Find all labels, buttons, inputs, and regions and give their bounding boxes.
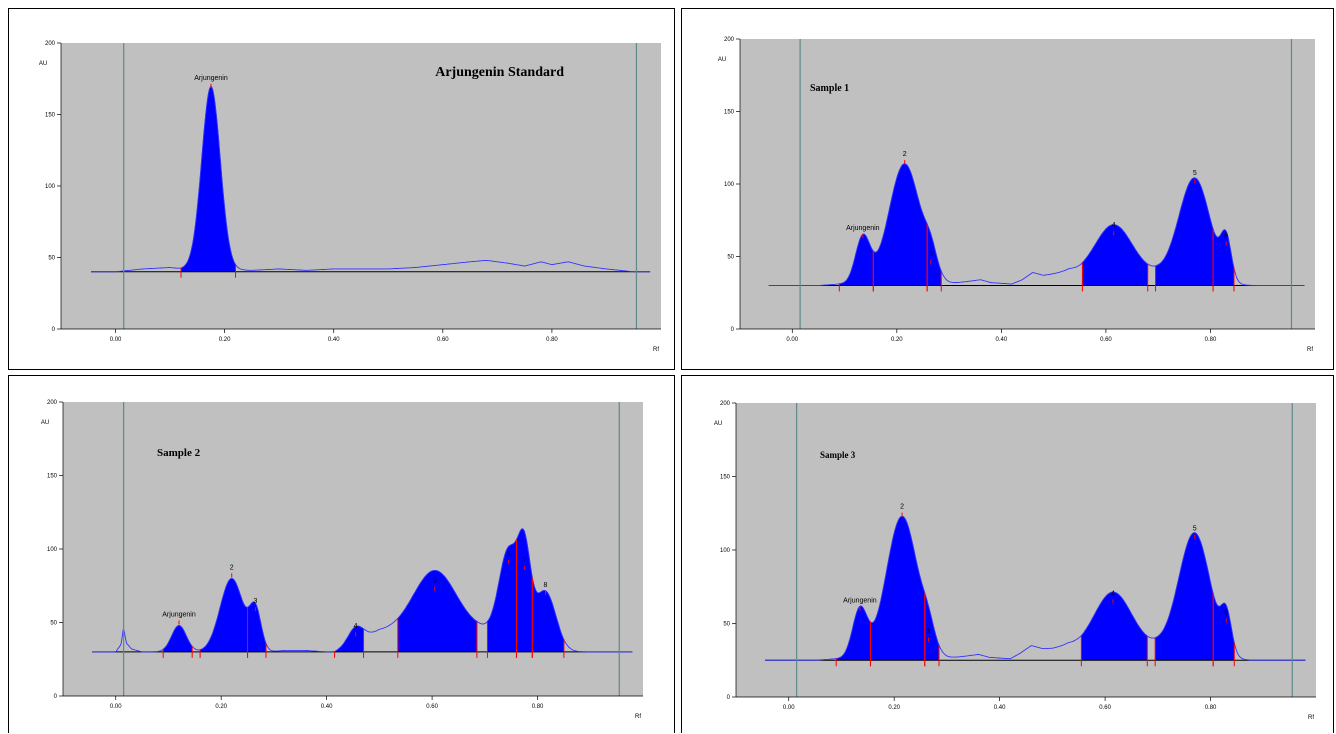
x-tick-label-2: 0.40 bbox=[994, 705, 1006, 711]
peak-label-4: 4 bbox=[1111, 590, 1115, 597]
y-tick-label-3: 150 bbox=[720, 475, 731, 481]
chromatogram-sample-2: Arjungenin 2 3 4 5 6 7 8 0 50 100 150 200 AU 0.00 0.20 0… bbox=[41, 400, 643, 720]
y-tick-label-3: 150 bbox=[724, 110, 735, 116]
chart-title: Arjungenin Standard bbox=[435, 65, 564, 80]
x-tick-label-0: 0.00 bbox=[786, 337, 798, 343]
x-tick-label-2: 0.40 bbox=[328, 337, 340, 343]
y-tick-label-2: 100 bbox=[724, 182, 735, 188]
y-tick-label-4: 200 bbox=[45, 41, 56, 47]
y-tick-label-0: 0 bbox=[52, 327, 56, 333]
chromatogram-sample-1: Arjungenin 2 3 4 5 6 0 50 100 150 200 AU 0.00 0.20 0.4… bbox=[718, 37, 1315, 353]
chromatogram-sample-3: Arjungenin 2 3 4 5 6 0 50 100 150 200 AU 0.00 0.20 0.4… bbox=[714, 401, 1316, 721]
x-tick-label-4: 0.80 bbox=[1205, 705, 1217, 711]
x-tick-label-3: 0.60 bbox=[1099, 705, 1111, 711]
signal-trace bbox=[91, 86, 651, 273]
y-tick-label-1: 50 bbox=[50, 621, 57, 627]
peak-label-5: 5 bbox=[433, 578, 437, 585]
peak-label-1: Arjungenin bbox=[843, 598, 877, 605]
peak-label-1: Arjungenin bbox=[194, 75, 228, 82]
y-tick-label-4: 200 bbox=[724, 37, 735, 43]
y-tick-label-1: 50 bbox=[723, 622, 730, 628]
y-tick-label-2: 100 bbox=[45, 184, 56, 190]
peak-label-7: 7 bbox=[522, 557, 526, 564]
peak-label-5: 5 bbox=[1193, 526, 1197, 533]
peak-label-3: 3 bbox=[927, 629, 931, 636]
x-tick-label-0: 0.00 bbox=[110, 704, 122, 710]
peak-label-4: 4 bbox=[1112, 222, 1116, 229]
y-axis-label: AU bbox=[718, 57, 726, 63]
chart-title: Sample 2 bbox=[157, 447, 201, 459]
chart-title: Sample 3 bbox=[820, 450, 856, 460]
y-axis-label: AU bbox=[39, 61, 47, 67]
peak-label-1: Arjungenin bbox=[846, 225, 880, 232]
x-tick-label-2: 0.40 bbox=[996, 337, 1008, 343]
chart-panel-standard: Arjungenin 0 50 100 150 200 AU 0.00 0.20 0.40 0.60… bbox=[8, 8, 675, 370]
x-axis-label: Rf bbox=[653, 347, 659, 353]
y-tick-label-4: 200 bbox=[720, 401, 731, 407]
x-tick-label-1: 0.20 bbox=[891, 337, 903, 343]
x-tick-label-3: 0.60 bbox=[437, 337, 449, 343]
peak-label-3: 3 bbox=[254, 598, 258, 605]
chart-panel-sample-3: Arjungenin 2 3 4 5 6 0 50 100 150 200 AU 0.00 0.20 0.4… bbox=[681, 375, 1334, 733]
peak-label-2: 2 bbox=[900, 504, 904, 511]
plot-area bbox=[61, 43, 661, 329]
y-tick-label-1: 50 bbox=[48, 256, 55, 262]
x-tick-label-1: 0.20 bbox=[215, 704, 227, 710]
x-tick-label-3: 0.60 bbox=[426, 704, 438, 710]
peak-label-2: 2 bbox=[903, 151, 907, 158]
peak-label-1: Arjungenin bbox=[162, 611, 196, 618]
signal-trace bbox=[765, 515, 1306, 661]
y-tick-label-0: 0 bbox=[731, 327, 735, 333]
peak-label-4: 4 bbox=[354, 623, 358, 630]
x-tick-label-4: 0.80 bbox=[1205, 337, 1217, 343]
y-tick-label-0: 0 bbox=[54, 694, 58, 700]
y-tick-label-3: 150 bbox=[45, 113, 56, 119]
peak-label-6: 6 bbox=[1224, 232, 1228, 239]
peak-label-8: 8 bbox=[544, 582, 548, 589]
chart-panel-sample-2: Arjungenin 2 3 4 5 6 7 8 0 50 100 150 200 AU 0.00 0.20 0… bbox=[8, 375, 675, 733]
chromatogram-standard: Arjungenin 0 50 100 150 200 AU 0.00 0.20 0.40 0.60… bbox=[39, 41, 661, 353]
y-axis-label: AU bbox=[714, 421, 722, 427]
y-tick-label-1: 50 bbox=[727, 255, 734, 261]
y-tick-label-0: 0 bbox=[727, 695, 731, 701]
x-tick-label-0: 0.00 bbox=[110, 337, 122, 343]
chart-title: Sample 1 bbox=[810, 83, 849, 94]
peak-label-2: 2 bbox=[230, 564, 234, 571]
x-tick-label-4: 0.80 bbox=[532, 704, 544, 710]
x-tick-label-1: 0.20 bbox=[219, 337, 231, 343]
x-axis-label: Rf bbox=[1307, 347, 1313, 353]
x-tick-label-2: 0.40 bbox=[321, 704, 333, 710]
peak-label-6: 6 bbox=[1224, 610, 1228, 617]
peak-label-3: 3 bbox=[929, 251, 933, 258]
x-axis-label: Rf bbox=[1308, 715, 1314, 721]
y-tick-label-2: 100 bbox=[47, 547, 58, 553]
y-tick-label-4: 200 bbox=[47, 400, 58, 406]
signal-trace bbox=[92, 528, 633, 653]
peak-label-5: 5 bbox=[1193, 170, 1197, 177]
x-tick-label-1: 0.20 bbox=[888, 705, 900, 711]
x-tick-label-0: 0.00 bbox=[783, 705, 795, 711]
x-tick-label-4: 0.80 bbox=[546, 337, 558, 343]
peak-label-6: 6 bbox=[507, 551, 511, 558]
signal-trace bbox=[768, 163, 1305, 286]
x-tick-label-3: 0.60 bbox=[1100, 337, 1112, 343]
y-axis-label: AU bbox=[41, 420, 49, 426]
x-axis-label: Rf bbox=[635, 714, 641, 720]
y-tick-label-3: 150 bbox=[47, 474, 58, 480]
y-tick-label-2: 100 bbox=[720, 548, 731, 554]
chart-panel-sample-1: Arjungenin 2 3 4 5 6 0 50 100 150 200 AU 0.00 0.20 0.4… bbox=[681, 8, 1334, 370]
